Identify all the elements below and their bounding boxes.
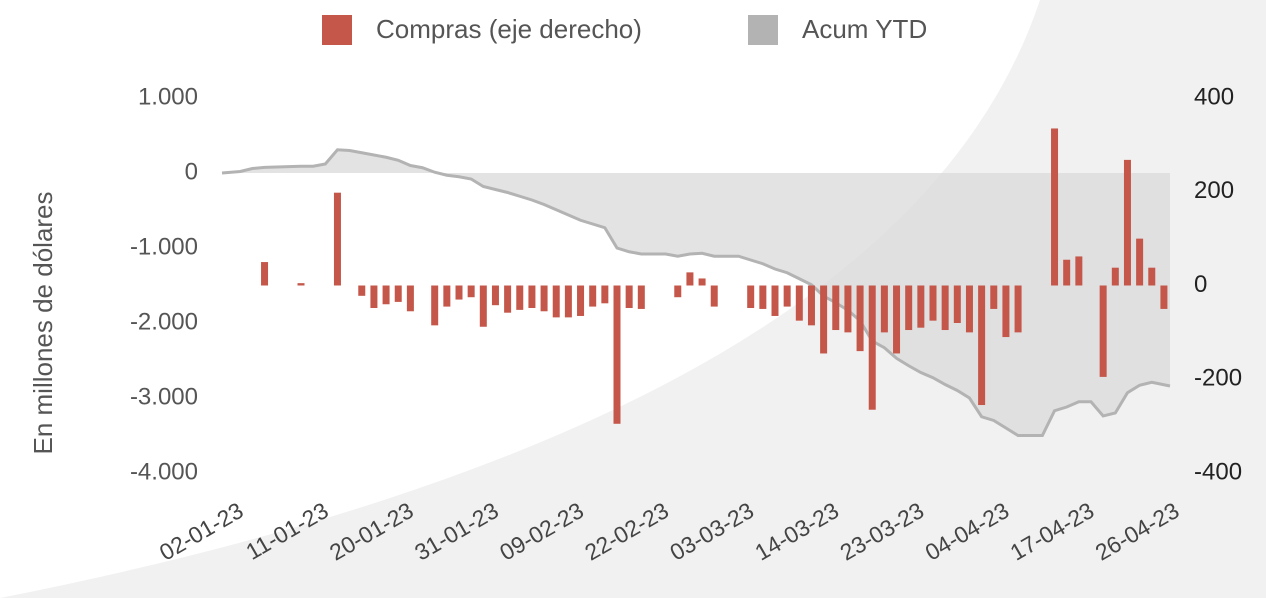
bar	[504, 285, 512, 313]
bar	[990, 285, 998, 309]
bar	[759, 285, 767, 309]
bar	[625, 285, 633, 308]
bar	[406, 285, 414, 312]
bar	[394, 285, 402, 302]
bar	[783, 285, 791, 307]
bar	[467, 285, 475, 298]
bar	[589, 285, 597, 307]
bar	[1111, 267, 1119, 286]
legend-label: Acum YTD	[802, 14, 927, 44]
bar	[637, 285, 645, 309]
bar	[1051, 128, 1059, 286]
bar	[540, 285, 548, 312]
bar	[674, 285, 682, 298]
y-tick-label: -2.000	[130, 308, 198, 335]
bar	[601, 285, 609, 304]
bar	[747, 285, 755, 308]
bar	[1099, 285, 1107, 377]
bar	[880, 285, 888, 333]
y-tick-label: -3.000	[130, 383, 198, 410]
bar	[431, 285, 439, 326]
bar	[1123, 159, 1131, 286]
y-axis-label: En millones de dólares	[28, 191, 58, 454]
bar	[1075, 256, 1083, 286]
y-tick-label: -1.000	[130, 233, 198, 260]
area	[222, 149, 1170, 436]
bar	[844, 285, 852, 333]
bar	[455, 285, 463, 300]
y2-tick-label: 0	[1194, 271, 1207, 298]
bar	[491, 285, 499, 306]
bar	[382, 285, 390, 305]
bar	[965, 285, 973, 333]
legend-swatch	[322, 15, 352, 45]
bar	[978, 285, 986, 406]
bar	[528, 285, 536, 308]
bar	[941, 285, 949, 331]
bar	[795, 285, 803, 321]
area-line	[221, 148, 1171, 437]
bar	[564, 285, 572, 318]
bar	[905, 285, 913, 331]
y2-tick-label: -200	[1194, 365, 1242, 392]
bar	[1160, 285, 1168, 309]
bar	[297, 283, 305, 286]
bar	[358, 285, 366, 296]
bar	[710, 285, 718, 307]
bar	[856, 285, 864, 352]
bar	[820, 285, 828, 354]
bar	[929, 285, 937, 321]
legend-swatch	[748, 15, 778, 45]
legend-label: Compras (eje derecho)	[376, 14, 642, 44]
bar	[893, 285, 901, 354]
bar	[479, 285, 487, 327]
bar	[832, 285, 840, 331]
bar	[868, 285, 876, 410]
bar	[807, 285, 815, 326]
y-tick-label: 1.000	[138, 83, 198, 110]
y2-tick-label: 400	[1194, 83, 1234, 110]
bar	[333, 192, 341, 286]
bar	[516, 285, 524, 310]
bar	[698, 278, 706, 286]
bar	[1136, 238, 1144, 286]
bar	[552, 285, 560, 318]
bar	[1002, 285, 1010, 338]
bar	[917, 285, 925, 328]
bar	[1063, 259, 1071, 286]
y-tick-label: -4.000	[130, 458, 198, 485]
bar	[953, 285, 961, 323]
bar	[686, 272, 694, 286]
y2-tick-label: -400	[1194, 458, 1242, 485]
bar	[771, 285, 779, 316]
bar	[613, 285, 621, 424]
y-tick-label: 0	[185, 158, 198, 185]
y2-tick-label: 200	[1194, 177, 1234, 204]
bar	[1014, 285, 1022, 333]
bar	[370, 285, 378, 308]
bar	[1148, 267, 1156, 286]
bar	[261, 262, 269, 286]
bar	[443, 285, 451, 307]
bar	[577, 285, 585, 316]
